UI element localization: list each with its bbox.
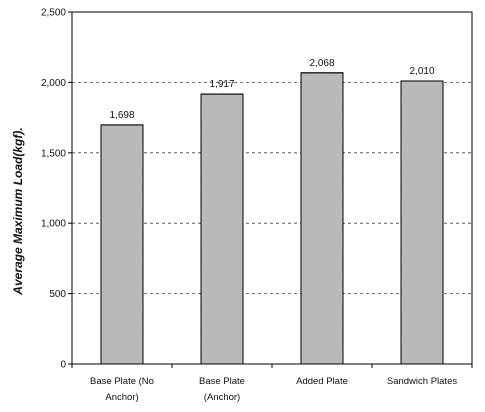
y-tick-label: 2,000 bbox=[41, 78, 66, 89]
plot-frame bbox=[71, 11, 473, 365]
y-tick-label: 0 bbox=[60, 360, 66, 371]
y-tick-label: 1,500 bbox=[41, 148, 66, 159]
y-axis-label: Average Maximum Load(kgf). bbox=[11, 127, 25, 295]
bar-texture bbox=[401, 80, 443, 364]
bars bbox=[100, 72, 444, 365]
data-label: 2,068 bbox=[309, 58, 334, 69]
y-tick-label: 2,500 bbox=[41, 8, 66, 19]
bar-texture bbox=[101, 124, 143, 364]
y-tick-label: 1,000 bbox=[41, 219, 66, 230]
x-tick-label: Added Plate bbox=[296, 376, 348, 387]
y-tick-label: 500 bbox=[49, 289, 66, 300]
x-tick-label: Base Plate (Anchor) bbox=[199, 376, 245, 403]
labels: 0 500 1,000 1,500 2,000 2,500 1,698 Base Plate … bbox=[41, 8, 457, 404]
x-tick-label: Base Plate (No Anchor) bbox=[90, 376, 154, 403]
bar-texture bbox=[201, 94, 243, 365]
data-label: 1,698 bbox=[109, 110, 134, 121]
x-tick-label: Sandwich Plates bbox=[387, 376, 457, 387]
bar-texture bbox=[301, 72, 343, 365]
axes bbox=[68, 11, 473, 368]
data-label: 2,010 bbox=[409, 66, 434, 77]
data-label: 1,917 bbox=[209, 79, 234, 90]
